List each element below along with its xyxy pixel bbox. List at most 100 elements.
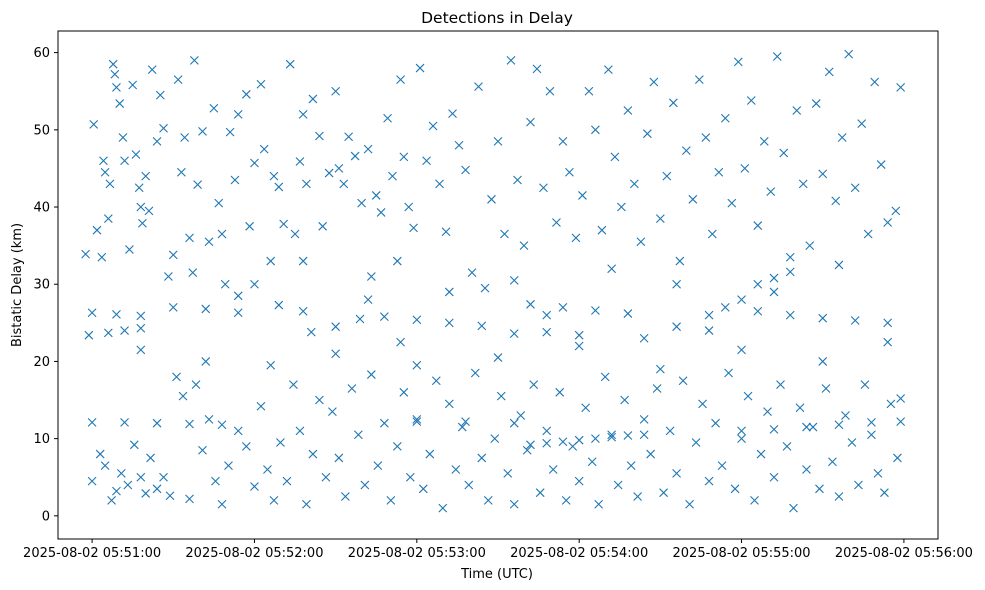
data-point [587, 457, 597, 467]
data-point [701, 133, 711, 142]
data-point [399, 152, 409, 162]
data-point [217, 499, 227, 509]
data-point [607, 430, 617, 440]
data-point [688, 194, 698, 204]
y-tick-label: 60 [33, 46, 50, 61]
data-point [193, 180, 203, 190]
data-point [448, 109, 457, 118]
data-point [552, 218, 561, 227]
data-point [274, 300, 284, 310]
x-tick-label: 2025-08-02 05:51:00 [23, 546, 161, 561]
data-point [269, 496, 279, 505]
data-point [441, 227, 451, 237]
data-point [737, 426, 746, 436]
data-point [225, 127, 235, 137]
data-point [415, 63, 425, 73]
data-point [724, 368, 733, 378]
data-point [306, 327, 316, 337]
data-point [574, 330, 584, 340]
data-point [545, 86, 555, 96]
data-point [808, 422, 818, 432]
data-point [180, 133, 190, 142]
data-point [105, 179, 115, 189]
data-point [108, 59, 118, 69]
data-point [115, 99, 125, 108]
data-point [665, 426, 675, 436]
data-point [646, 449, 656, 459]
data-point [704, 476, 714, 486]
series-1 [87, 417, 906, 450]
data-point [613, 480, 623, 490]
data-point [147, 65, 157, 74]
data-point [711, 418, 720, 428]
data-point [355, 314, 365, 324]
data-point [730, 484, 740, 494]
data-point [509, 275, 519, 285]
data-point [444, 399, 454, 409]
series-2 [84, 267, 893, 343]
data-point [880, 488, 889, 498]
data-point [87, 418, 97, 427]
data-point [457, 422, 467, 432]
data-point [636, 237, 646, 247]
data-point [750, 496, 759, 505]
data-point [230, 175, 240, 185]
data-point [220, 279, 230, 289]
data-point [756, 449, 766, 459]
data-point [542, 327, 552, 337]
data-point [655, 214, 665, 223]
data-point [873, 468, 883, 478]
data-point [120, 156, 129, 166]
data-point [834, 492, 844, 501]
data-point [418, 484, 428, 494]
data-point [867, 418, 876, 427]
data-point [850, 316, 860, 325]
data-point [571, 233, 581, 243]
data-point [493, 353, 503, 362]
y-tick-label: 40 [33, 201, 50, 216]
data-point [363, 144, 373, 154]
data-point [136, 202, 146, 212]
data-point [867, 430, 876, 440]
data-point [496, 391, 506, 401]
data-point [659, 488, 668, 498]
data-point [685, 499, 694, 509]
data-point [470, 368, 480, 378]
data-point [198, 126, 207, 136]
data-point [629, 179, 639, 189]
data-point [893, 453, 902, 463]
data-point [555, 387, 565, 397]
data-point [639, 430, 649, 440]
x-tick-label: 2025-08-02 05:52:00 [185, 546, 323, 561]
data-point [188, 268, 198, 278]
data-point [772, 52, 782, 61]
data-point [376, 208, 386, 217]
data-point [474, 82, 483, 91]
data-point [120, 326, 129, 335]
data-point [97, 252, 107, 262]
data-point [548, 465, 558, 474]
data-point [295, 426, 305, 436]
data-point [668, 98, 678, 108]
data-point [743, 391, 753, 401]
data-point [185, 494, 194, 504]
data-point [92, 225, 102, 235]
data-point [831, 196, 841, 206]
data-point [189, 55, 199, 65]
data-point [233, 308, 243, 318]
data-point [477, 453, 487, 463]
data-point [412, 315, 422, 325]
x-tick-label: 2025-08-02 05:55:00 [673, 546, 811, 561]
data-point [805, 241, 815, 251]
data-point [516, 411, 526, 420]
data-point [535, 488, 545, 498]
data-point [146, 453, 155, 463]
data-point [172, 372, 181, 382]
data-point [594, 499, 604, 509]
data-point [704, 326, 714, 335]
data-point [759, 137, 769, 146]
data-point [818, 169, 828, 179]
data-point [500, 229, 509, 239]
data-point [120, 418, 129, 427]
data-point [412, 360, 422, 370]
